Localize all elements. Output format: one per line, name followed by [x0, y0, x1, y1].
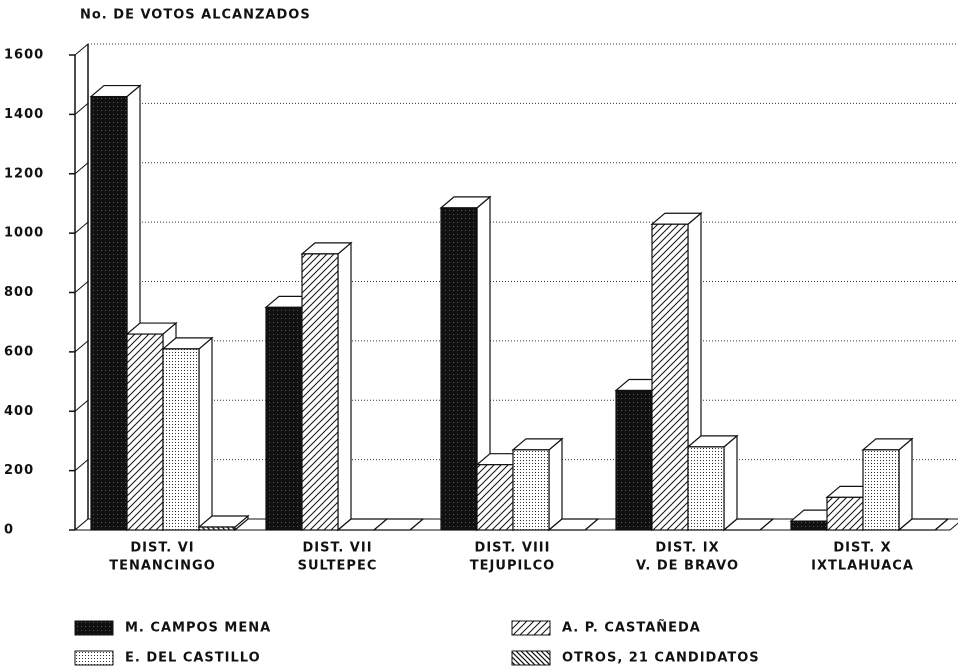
x-tick-label: DIST. VIII [475, 541, 551, 556]
legend-label: A. P. CASTAÑEDA [562, 620, 701, 636]
y-tick-label: 600 [4, 344, 34, 359]
bar [722, 518, 775, 531]
bar-front [862, 449, 900, 531]
legend-swatch [511, 620, 551, 636]
axis-connector [74, 399, 89, 412]
x-tick-label: TENANCINGO [109, 559, 216, 574]
y-tick-label: 800 [4, 285, 34, 300]
x-tick-label: DIST. VII [302, 541, 372, 556]
legend-swatch [511, 650, 551, 666]
bar-side [898, 437, 913, 532]
x-tick-label: DIST. VI [130, 541, 194, 556]
bar [197, 514, 250, 532]
bar-side [337, 241, 352, 532]
y-tick-label: 1400 [4, 107, 44, 122]
axis-connector [74, 221, 89, 234]
axis-connector [74, 281, 89, 293]
bar-front [198, 526, 236, 531]
x-tick-label: TEJUPILCO [470, 559, 555, 574]
x-tick-label: IXTLAHUACA [811, 559, 914, 574]
bar-top [372, 518, 425, 531]
bar-top [547, 518, 600, 531]
bar [161, 336, 214, 532]
bar-front [265, 306, 303, 531]
bar-front [651, 223, 689, 531]
x-tick-label: V. DE BRAVO [636, 559, 739, 574]
bar-front [90, 95, 128, 531]
legend-swatch [74, 650, 114, 666]
axis-connector [74, 340, 89, 353]
bar-top [722, 518, 775, 531]
x-tick-label: DIST. X [833, 541, 891, 556]
axis-connector [74, 102, 89, 115]
bar [547, 518, 600, 531]
legend-label: E. DEL CASTILLO [125, 651, 261, 666]
bar-front [301, 253, 339, 531]
bar-front [440, 207, 478, 531]
bar [372, 518, 425, 531]
bar-front [162, 348, 200, 531]
legend-label: M. CAMPOS MENA [125, 621, 271, 636]
axis-connector [74, 43, 89, 56]
legend-swatch [74, 620, 114, 636]
bar-front [476, 464, 514, 531]
bar [686, 434, 739, 532]
y-axis-label: No. DE VOTOS ALCANZADOS [80, 8, 311, 23]
axis-connector [74, 162, 89, 175]
bar-side [723, 434, 738, 532]
bar-front [126, 333, 164, 531]
y-tick-label: 1000 [4, 226, 44, 241]
bar-front [687, 446, 725, 531]
bar-side [548, 437, 563, 532]
legend-label: OTROS, 21 CANDIDATOS [562, 651, 760, 666]
bar-side [198, 336, 213, 532]
bar [300, 241, 353, 532]
bar-front [615, 389, 653, 531]
y-tick-label: 0 [4, 523, 14, 538]
x-tick-label: DIST. IX [655, 541, 719, 556]
bar [897, 518, 950, 531]
bar-front [790, 520, 828, 531]
y-tick-label: 400 [4, 404, 34, 419]
bar-front [512, 449, 550, 531]
bar [439, 195, 492, 532]
y-tick-label: 1600 [4, 48, 44, 63]
bar-front [826, 496, 864, 531]
bar-top [897, 518, 950, 531]
bar [511, 437, 564, 532]
x-tick-label: SULTEPEC [298, 559, 378, 574]
bar [861, 437, 914, 532]
axis-connector [74, 459, 89, 472]
y-tick-label: 200 [4, 463, 34, 478]
y-tick-label: 1200 [4, 166, 44, 181]
